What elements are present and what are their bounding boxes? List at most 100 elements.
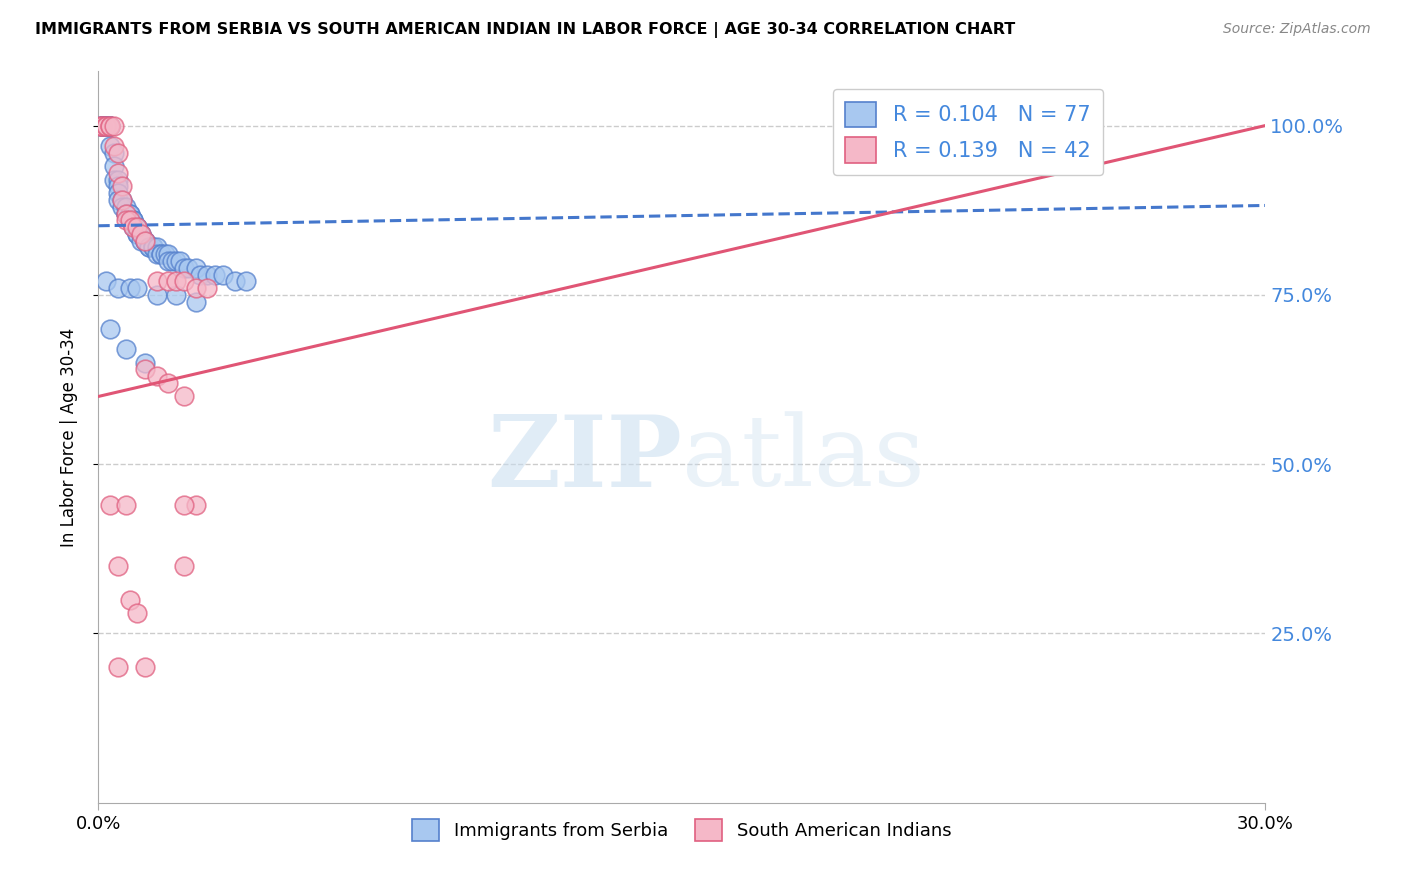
Point <box>89 119 111 133</box>
Point <box>98 119 121 133</box>
Point <box>118 281 141 295</box>
Point <box>184 281 207 295</box>
Point <box>173 274 195 288</box>
Point <box>91 119 114 133</box>
Point <box>157 254 180 268</box>
Point <box>118 206 141 220</box>
Point <box>173 260 195 275</box>
Point <box>146 240 169 254</box>
Point <box>162 254 184 268</box>
Point <box>90 119 112 133</box>
Point <box>153 247 176 261</box>
Point <box>111 193 134 207</box>
Point <box>96 119 118 133</box>
Y-axis label: In Labor Force | Age 30-34: In Labor Force | Age 30-34 <box>59 327 77 547</box>
Point <box>91 119 114 133</box>
Point <box>114 206 136 220</box>
Point <box>134 234 156 248</box>
Point <box>122 213 145 227</box>
Point <box>173 389 195 403</box>
Point <box>142 240 165 254</box>
Point <box>122 220 145 235</box>
Point <box>114 342 136 356</box>
Point <box>127 227 149 241</box>
Point <box>138 240 160 254</box>
Point <box>195 281 218 295</box>
Point <box>96 119 118 133</box>
Point <box>142 240 165 254</box>
Point <box>98 498 121 512</box>
Point <box>188 268 211 282</box>
Point <box>129 234 152 248</box>
Point <box>114 206 136 220</box>
Point <box>93 119 115 133</box>
Point <box>111 200 134 214</box>
Point <box>149 247 172 261</box>
Point <box>96 119 118 133</box>
Point <box>98 322 121 336</box>
Point <box>103 119 125 133</box>
Point <box>103 172 125 186</box>
Point <box>96 119 118 133</box>
Point <box>204 268 226 282</box>
Point <box>157 274 180 288</box>
Point <box>146 288 169 302</box>
Point <box>118 206 141 220</box>
Text: ZIP: ZIP <box>486 410 682 508</box>
Point <box>107 172 129 186</box>
Point <box>134 234 156 248</box>
Point <box>98 119 121 133</box>
Point <box>129 227 152 241</box>
Point <box>146 274 169 288</box>
Point <box>134 660 156 674</box>
Point <box>127 220 149 235</box>
Point <box>127 220 149 235</box>
Point <box>224 274 246 288</box>
Point <box>235 274 257 288</box>
Point <box>107 166 129 180</box>
Point <box>127 281 149 295</box>
Point <box>118 213 141 227</box>
Point <box>127 220 149 235</box>
Point <box>96 119 118 133</box>
Point <box>122 220 145 235</box>
Point <box>107 186 129 201</box>
Point <box>96 119 118 133</box>
Point <box>146 247 169 261</box>
Point <box>165 288 187 302</box>
Point <box>134 234 156 248</box>
Point <box>103 139 125 153</box>
Point <box>98 119 121 133</box>
Point <box>157 376 180 390</box>
Point <box>169 254 191 268</box>
Point <box>98 119 121 133</box>
Point <box>127 220 149 235</box>
Point <box>96 274 118 288</box>
Point <box>865 119 887 133</box>
Point <box>107 660 129 674</box>
Point <box>107 145 129 160</box>
Point <box>1021 139 1043 153</box>
Point <box>184 294 207 309</box>
Point <box>138 240 160 254</box>
Point <box>165 254 187 268</box>
Point <box>114 200 136 214</box>
Point <box>173 498 195 512</box>
Point <box>134 355 156 369</box>
Point <box>127 606 149 620</box>
Point <box>157 247 180 261</box>
Point <box>103 159 125 173</box>
Point <box>98 139 121 153</box>
Point <box>212 268 235 282</box>
Point <box>98 119 121 133</box>
Point <box>122 213 145 227</box>
Point <box>107 281 129 295</box>
Point <box>134 234 156 248</box>
Text: atlas: atlas <box>682 411 925 507</box>
Point <box>111 179 134 194</box>
Point <box>103 145 125 160</box>
Point <box>114 498 136 512</box>
Point <box>146 369 169 384</box>
Point <box>91 119 114 133</box>
Point <box>114 213 136 227</box>
